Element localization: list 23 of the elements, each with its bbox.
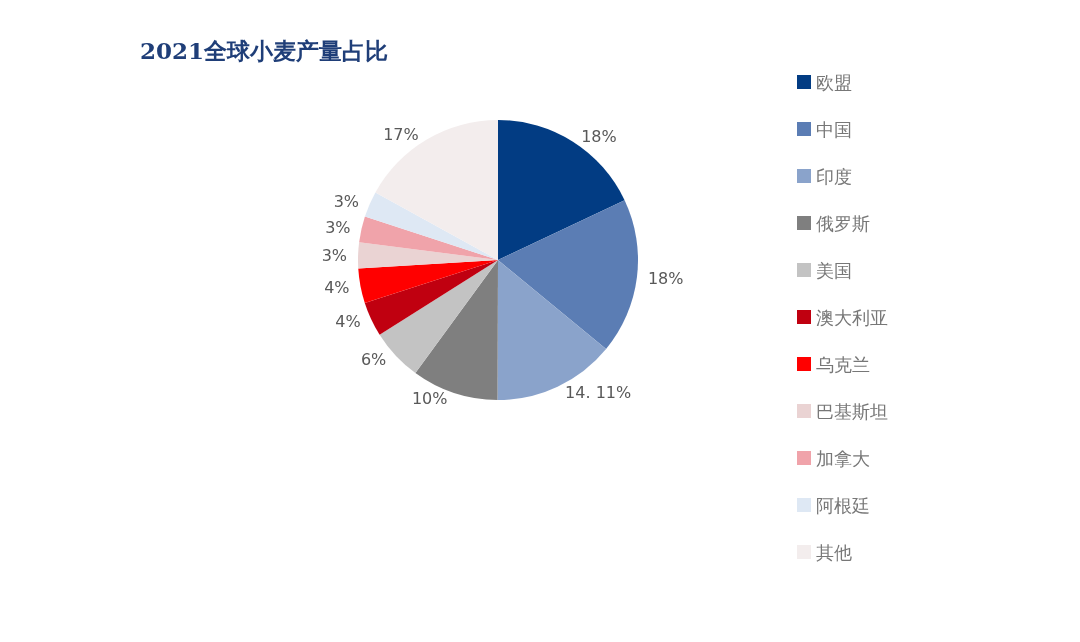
legend-label: 印度 <box>816 165 852 187</box>
data-label: 4% <box>335 312 361 332</box>
data-label: 14. 11% <box>565 382 632 402</box>
legend-label: 乌克兰 <box>816 353 870 375</box>
data-label: 17% <box>383 124 419 144</box>
data-label: 3% <box>321 245 348 265</box>
legend-label: 巴基斯坦 <box>816 400 888 422</box>
legend-label: 加拿大 <box>816 447 870 469</box>
chart-title: 2021全球小麦产量占比 <box>140 37 389 64</box>
legend-label: 阿根廷 <box>816 494 870 516</box>
legend-label: 欧盟 <box>816 71 852 93</box>
legend-label: 俄罗斯 <box>816 212 870 234</box>
legend-label: 中国 <box>816 118 852 140</box>
data-label: 10% <box>411 389 448 409</box>
data-label: 3% <box>333 192 360 212</box>
data-label: 6% <box>360 350 387 370</box>
data-label: 3% <box>325 218 351 238</box>
legend-label: 澳大利亚 <box>816 306 888 328</box>
data-label: 4% <box>324 277 350 297</box>
legend-label: 其他 <box>816 541 852 563</box>
data-label: 18% <box>581 127 617 147</box>
data-label: 18% <box>647 268 684 288</box>
legend-label: 美国 <box>816 259 852 281</box>
